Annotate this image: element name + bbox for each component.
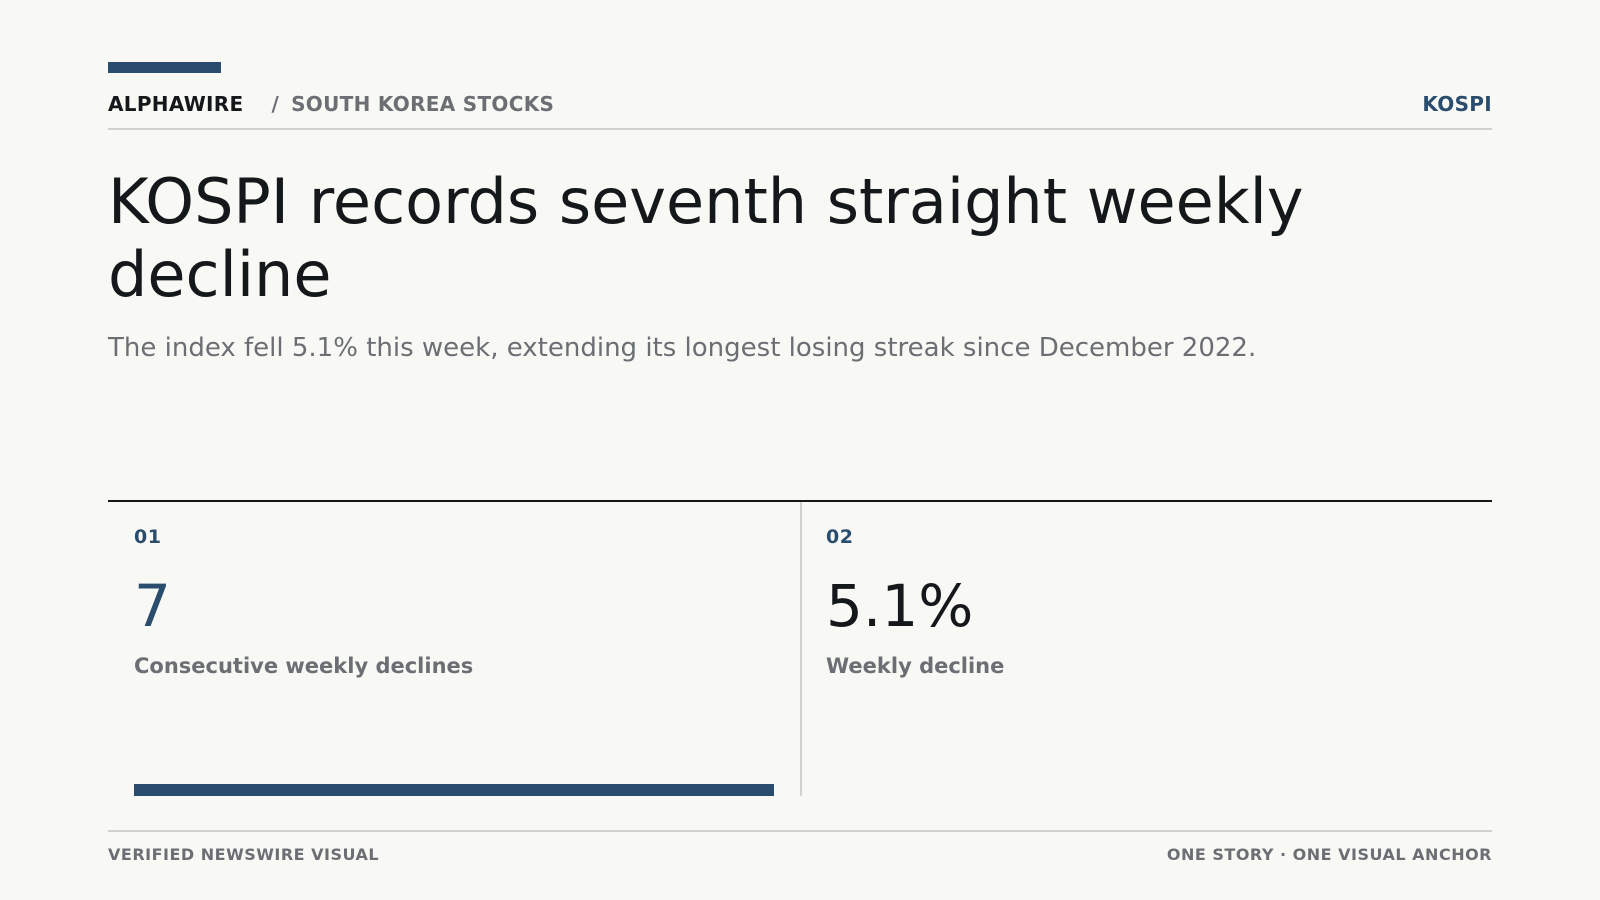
breadcrumb-separator: / [271,92,280,116]
stats-panel: 01 7 Consecutive weekly declines 02 5.1%… [108,500,1492,798]
streak-progress-bar [134,784,774,796]
footer-left-text: VERIFIED NEWSWIRE VISUAL [108,845,380,864]
streak-progress-fill [134,784,774,796]
stat-label: Consecutive weekly declines [134,654,474,678]
brand-name: ALPHAWIRE [108,92,244,116]
stat-label: Weekly decline [826,654,1005,678]
stat-index: 01 [134,526,162,548]
footer-right-text: ONE STORY · ONE VISUAL ANCHOR [1166,845,1492,864]
footer: VERIFIED NEWSWIRE VISUAL ONE STORY · ONE… [108,845,1492,864]
ticker-label: KOSPI [1422,92,1492,116]
stat-value: 5.1% [826,572,974,640]
section-label: SOUTH KOREA STOCKS [291,92,555,116]
accent-bar [108,62,221,73]
subheadline: The index fell 5.1% this week, extending… [108,333,1257,363]
header-bar: ALPHAWIRE / SOUTH KOREA STOCKS KOSPI [108,92,1492,116]
headline: KOSPI records seventh straight weekly de… [108,165,1304,311]
stats-divider [800,502,802,796]
stat-index: 02 [826,526,854,548]
stat-card-streak: 01 7 Consecutive weekly declines [134,502,774,796]
header-divider [108,128,1492,130]
stat-value: 7 [134,572,171,640]
page: ALPHAWIRE / SOUTH KOREA STOCKS KOSPI KOSPI… [108,0,1492,900]
footer-divider [108,830,1492,832]
stat-card-decline: 02 5.1% Weekly decline [826,502,1466,796]
